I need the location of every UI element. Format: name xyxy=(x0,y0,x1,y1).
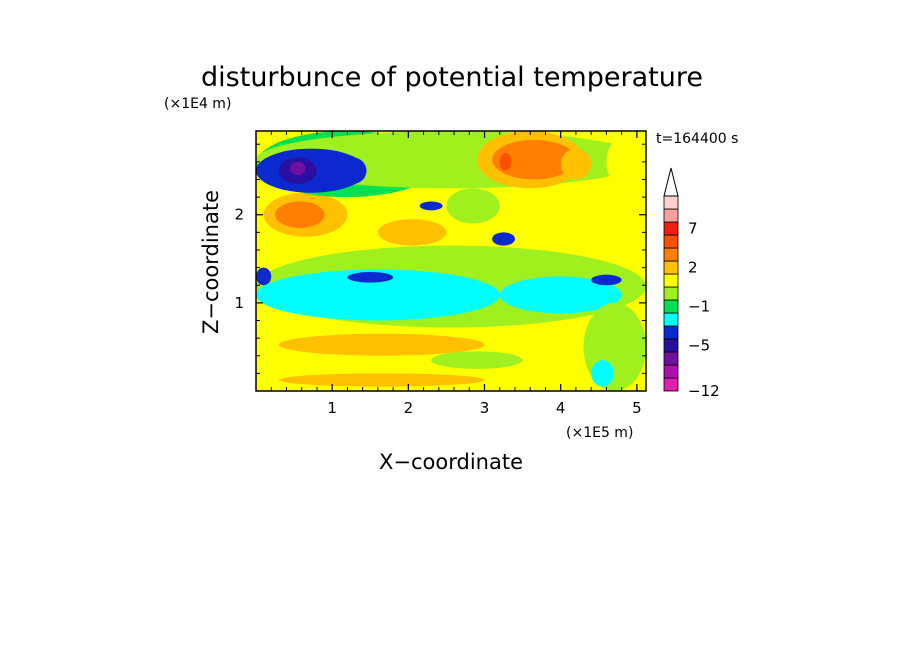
x-tick-label: 5 xyxy=(632,399,642,417)
contour-region xyxy=(492,232,515,246)
colorbar-label: 2 xyxy=(688,259,698,277)
x-tick-label: 2 xyxy=(404,399,414,417)
contour-region xyxy=(256,267,272,286)
contour-region xyxy=(446,188,500,224)
x-tick-label: 3 xyxy=(480,399,490,417)
colorbar-swatch xyxy=(663,260,679,275)
x-unit-label: (×1E5 m) xyxy=(566,425,633,441)
colorbar-swatch xyxy=(663,273,679,288)
time-label: t=164400 s xyxy=(656,131,738,147)
contour-region xyxy=(290,161,306,176)
contour-region xyxy=(560,148,592,180)
y-axis-label: Z−coordinate xyxy=(199,190,223,334)
colorbar-swatch xyxy=(663,234,679,249)
colorbar-swatch xyxy=(663,286,679,301)
x-axis: 1 2 3 4 5 xyxy=(270,131,642,417)
x-tick-label: 1 xyxy=(327,399,337,417)
colorbar-swatch xyxy=(663,338,679,353)
contour-region xyxy=(256,269,500,321)
y-tick-label: 2 xyxy=(234,206,244,224)
contour-region xyxy=(377,219,447,246)
colorbar-label: −1 xyxy=(688,298,710,316)
colorbar-swatch xyxy=(663,364,679,379)
contour-region xyxy=(499,276,622,314)
contour-region xyxy=(419,201,443,211)
contour-region xyxy=(492,139,576,180)
x-tick-label: 4 xyxy=(556,399,566,417)
contour-region xyxy=(591,360,615,387)
contour-region xyxy=(278,333,485,356)
contour-region xyxy=(606,135,646,189)
contour-region xyxy=(339,157,367,184)
colorbar-label: −12 xyxy=(688,382,720,400)
chart-title: disturbunce of potential temperature xyxy=(201,62,703,93)
plot-area xyxy=(256,131,646,391)
x-axis-label: X−coordinate xyxy=(379,450,523,474)
colorbar-swatch xyxy=(663,312,679,327)
y-unit-label: (×1E4 m) xyxy=(164,96,231,112)
y-tick-label: 1 xyxy=(234,294,244,312)
colorbar-swatch xyxy=(663,351,679,366)
colorbar-swatch xyxy=(663,221,679,236)
colorbar-swatch xyxy=(663,208,679,223)
y-axis: 12 xyxy=(234,143,646,374)
colorbar-label: 7 xyxy=(688,220,698,238)
colorbar-swatch xyxy=(663,325,679,340)
contour-region xyxy=(591,274,622,286)
colorbar-swatch xyxy=(663,247,679,262)
colorbar-label: −5 xyxy=(688,337,710,355)
colorbar-swatch xyxy=(663,299,679,314)
contour-region xyxy=(278,373,485,387)
colorbar-swatch xyxy=(663,377,679,392)
plot-frame xyxy=(255,130,647,392)
colorbar-swatch xyxy=(663,195,679,210)
contour-region xyxy=(275,201,325,228)
colorbar-extend-arrow xyxy=(663,167,679,197)
contour-region xyxy=(347,272,394,283)
contour-region xyxy=(499,153,512,171)
contour-region xyxy=(431,351,523,369)
colorbar: −12−5−127 xyxy=(663,167,720,400)
